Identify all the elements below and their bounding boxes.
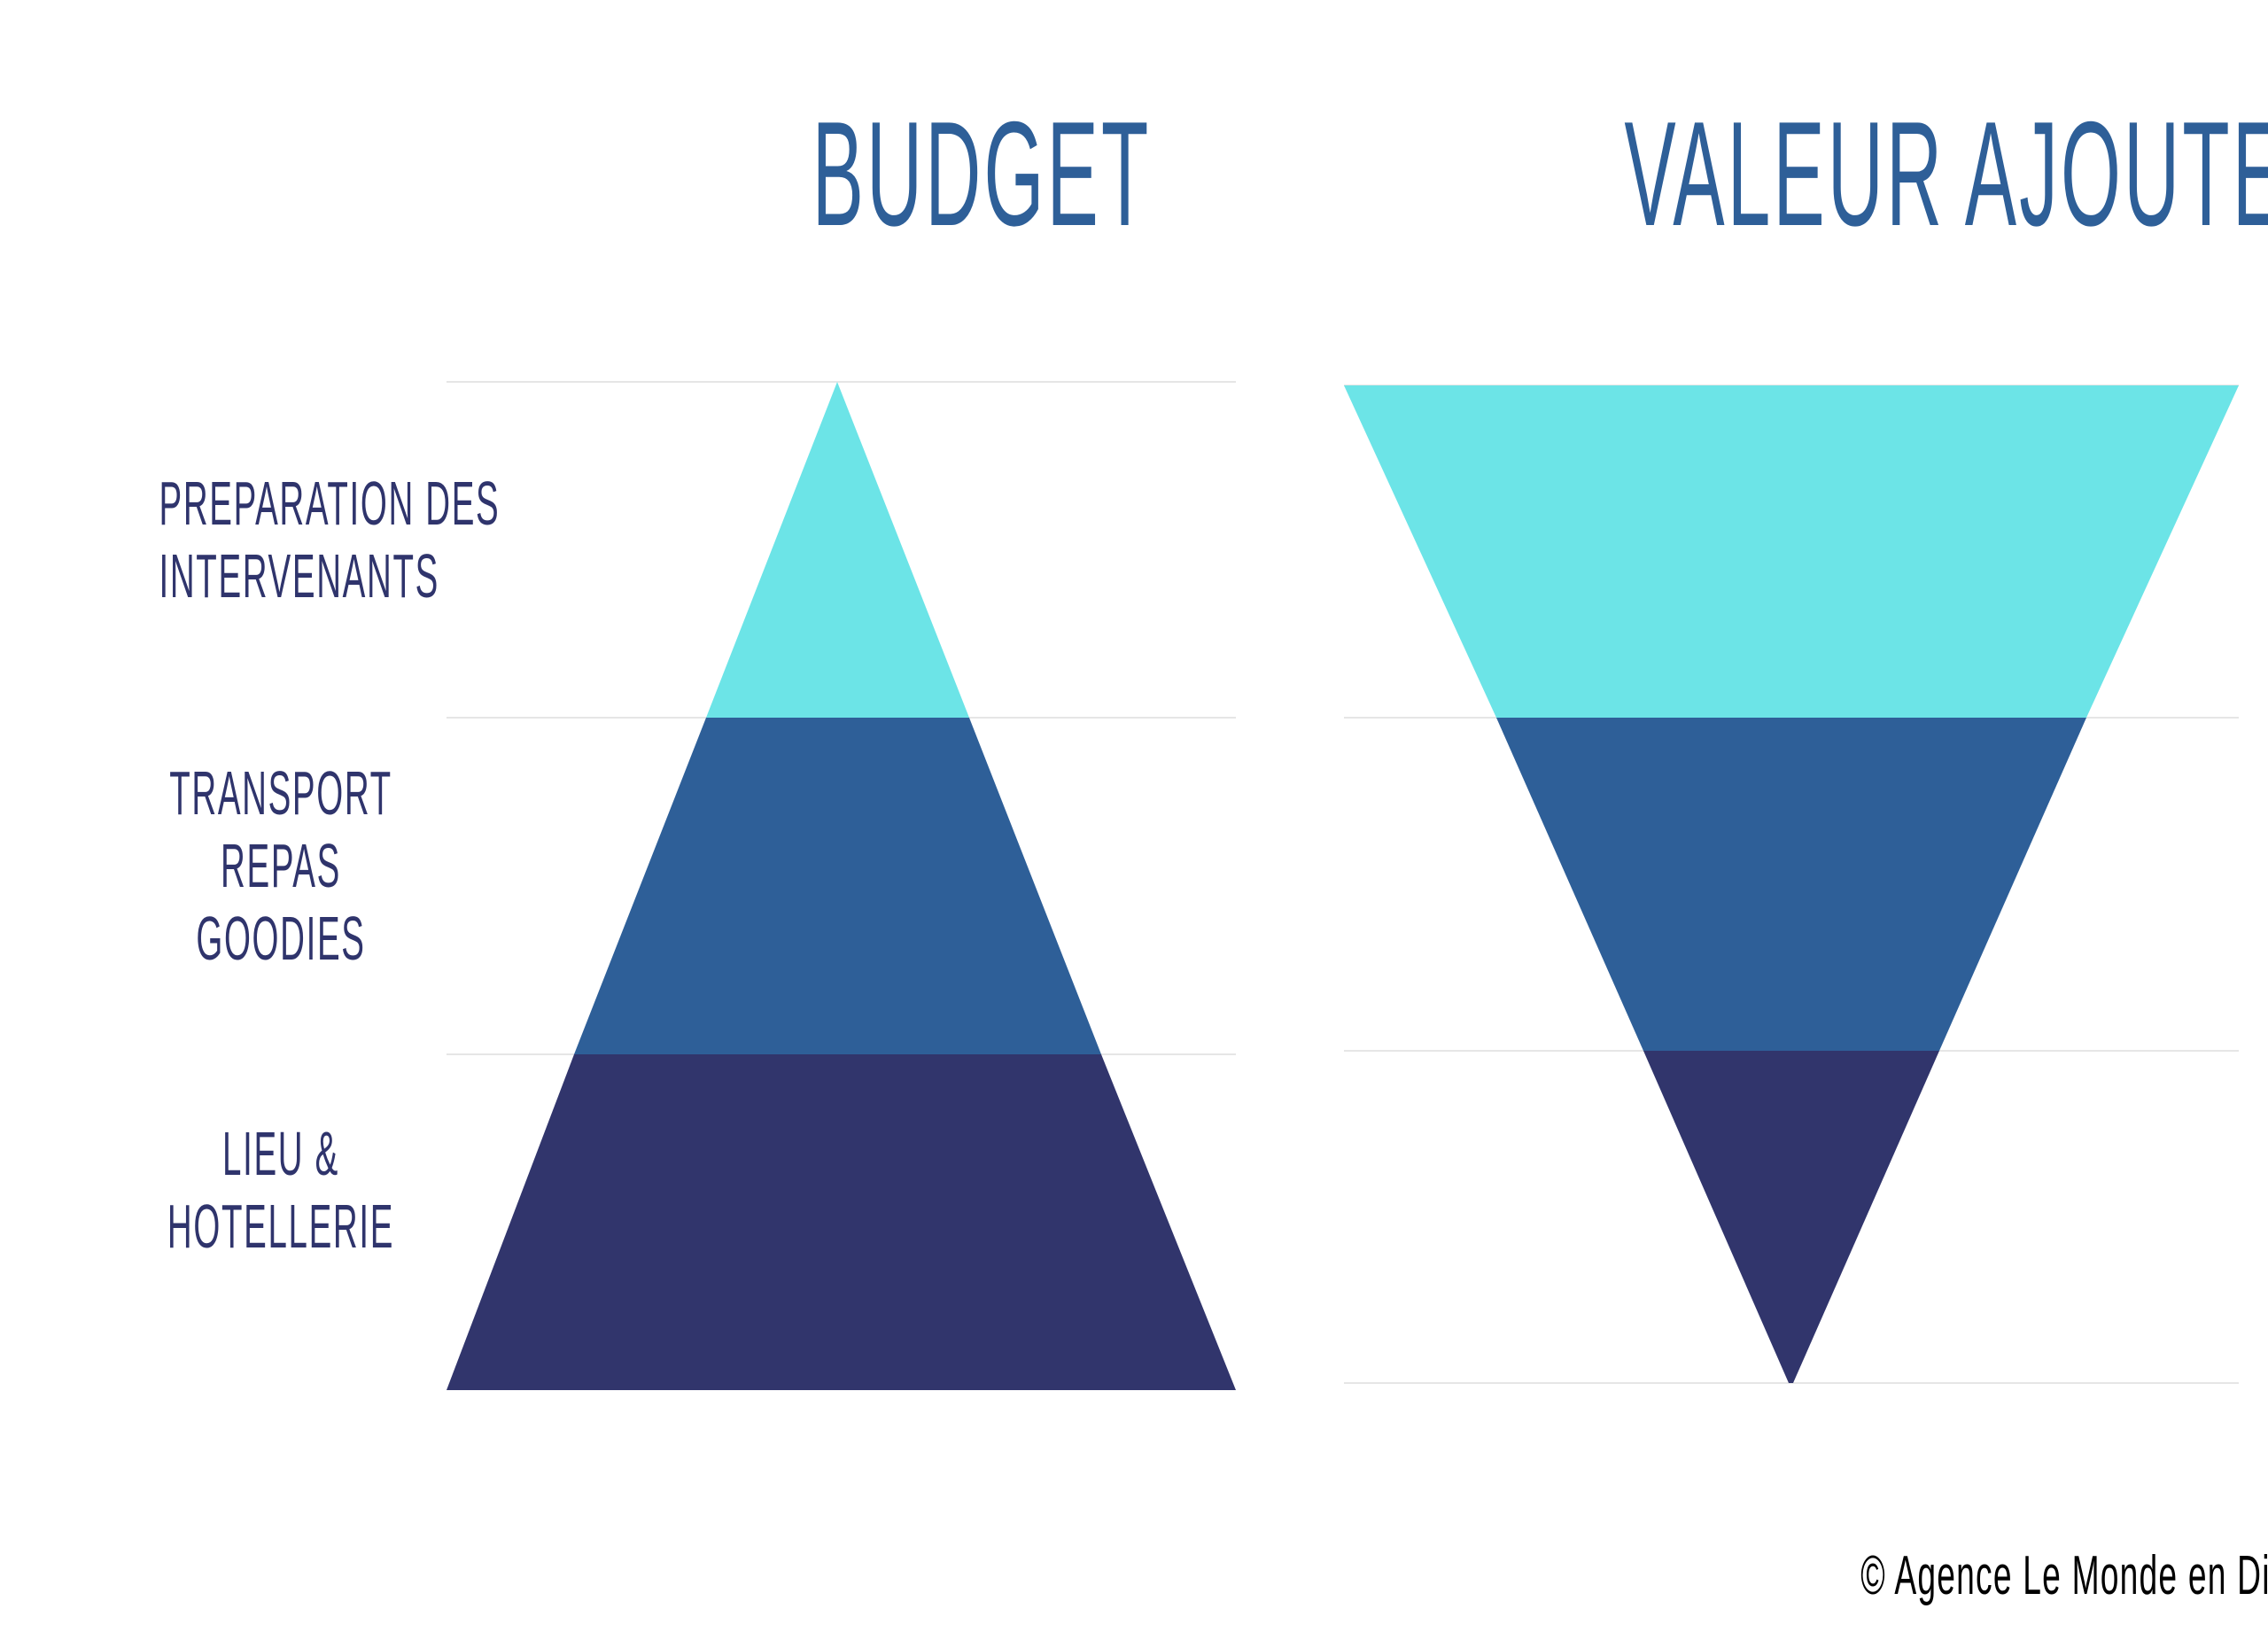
valeur-tier-bottom bbox=[1643, 1051, 1939, 1383]
copyright-text: © Agence Le Monde en Direct, bbox=[1860, 1545, 2268, 1606]
tier-label-line: PREPARATION DES bbox=[159, 469, 501, 538]
tier-label-preparation: PREPARATION DES INTERVENANTS bbox=[59, 467, 502, 612]
valeur-tier-middle bbox=[1496, 718, 2086, 1051]
tier-label-lieu: LIEU & HOTELLERIE bbox=[59, 1117, 502, 1263]
budget-tier-top bbox=[706, 382, 969, 718]
budget-title: BUDGET bbox=[656, 99, 1149, 248]
budget-pyramid bbox=[447, 382, 1236, 1390]
tier-label-line: TRANSPORT bbox=[169, 758, 392, 828]
tier-label-line: HOTELLERIE bbox=[167, 1192, 395, 1261]
valeur-tier-top bbox=[1344, 385, 2239, 718]
budget-tier-bottom bbox=[447, 1054, 1236, 1390]
valeur-funnel bbox=[1344, 385, 2239, 1383]
valeur-ajoutee-title: VALEUR AJOUTEE bbox=[1293, 99, 2268, 248]
tier-label-line: REPAS bbox=[221, 831, 341, 900]
tier-label-line: GOODIES bbox=[196, 904, 366, 973]
valeur-ajoutee-title-text: VALEUR AJOUTEE bbox=[1624, 90, 2268, 257]
tier-label-line: INTERVENANTS bbox=[159, 541, 439, 610]
budget-tier-middle bbox=[574, 718, 1101, 1054]
copyright-footer: © Agence Le Monde en Direct, bbox=[1701, 1549, 2268, 1604]
tier-label-transport: TRANSPORT REPAS GOODIES bbox=[59, 757, 502, 975]
budget-title-text: BUDGET bbox=[812, 90, 1152, 257]
tier-label-line: LIEU & bbox=[222, 1119, 339, 1188]
